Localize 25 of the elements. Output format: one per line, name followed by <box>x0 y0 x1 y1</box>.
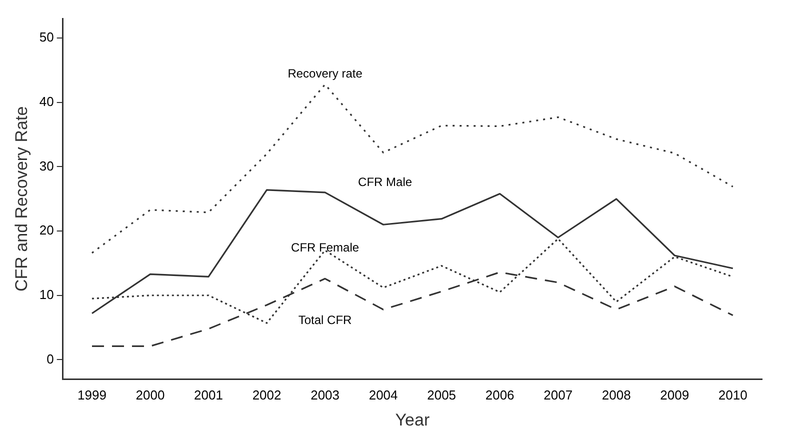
series-label: CFR Male <box>358 174 412 189</box>
x-tick-label: 2010 <box>718 387 748 402</box>
x-tick-label: 2003 <box>310 387 340 402</box>
x-tick-label: 2000 <box>136 387 165 402</box>
y-tick-label: 20 <box>39 222 54 238</box>
x-axis-title: Year <box>395 410 430 430</box>
line-series <box>91 84 734 254</box>
y-tick-label: 50 <box>39 30 54 45</box>
x-tick-label: 2005 <box>427 387 456 402</box>
y-tick-label: 0 <box>46 351 54 366</box>
x-tick-label: 2006 <box>485 387 514 402</box>
y-tick-label: 10 <box>39 286 54 302</box>
x-tick-label: 2004 <box>368 387 398 402</box>
x-tick-label: 2008 <box>602 387 631 402</box>
x-tick-label: 2009 <box>660 387 690 402</box>
series-label: CFR Female <box>291 240 360 255</box>
x-tick-label: 1999 <box>78 387 106 402</box>
x-tick-label: 2001 <box>194 387 223 402</box>
x-tick-label: 2007 <box>544 387 573 402</box>
series-label: Total CFR <box>298 312 352 327</box>
y-axis-title: CFR and Recovery Rate <box>12 106 31 292</box>
y-tick-label: 40 <box>39 94 54 109</box>
series-label: Recovery rate <box>288 66 363 81</box>
y-tick-label: 30 <box>39 158 54 174</box>
x-tick-label: 2002 <box>252 387 282 402</box>
